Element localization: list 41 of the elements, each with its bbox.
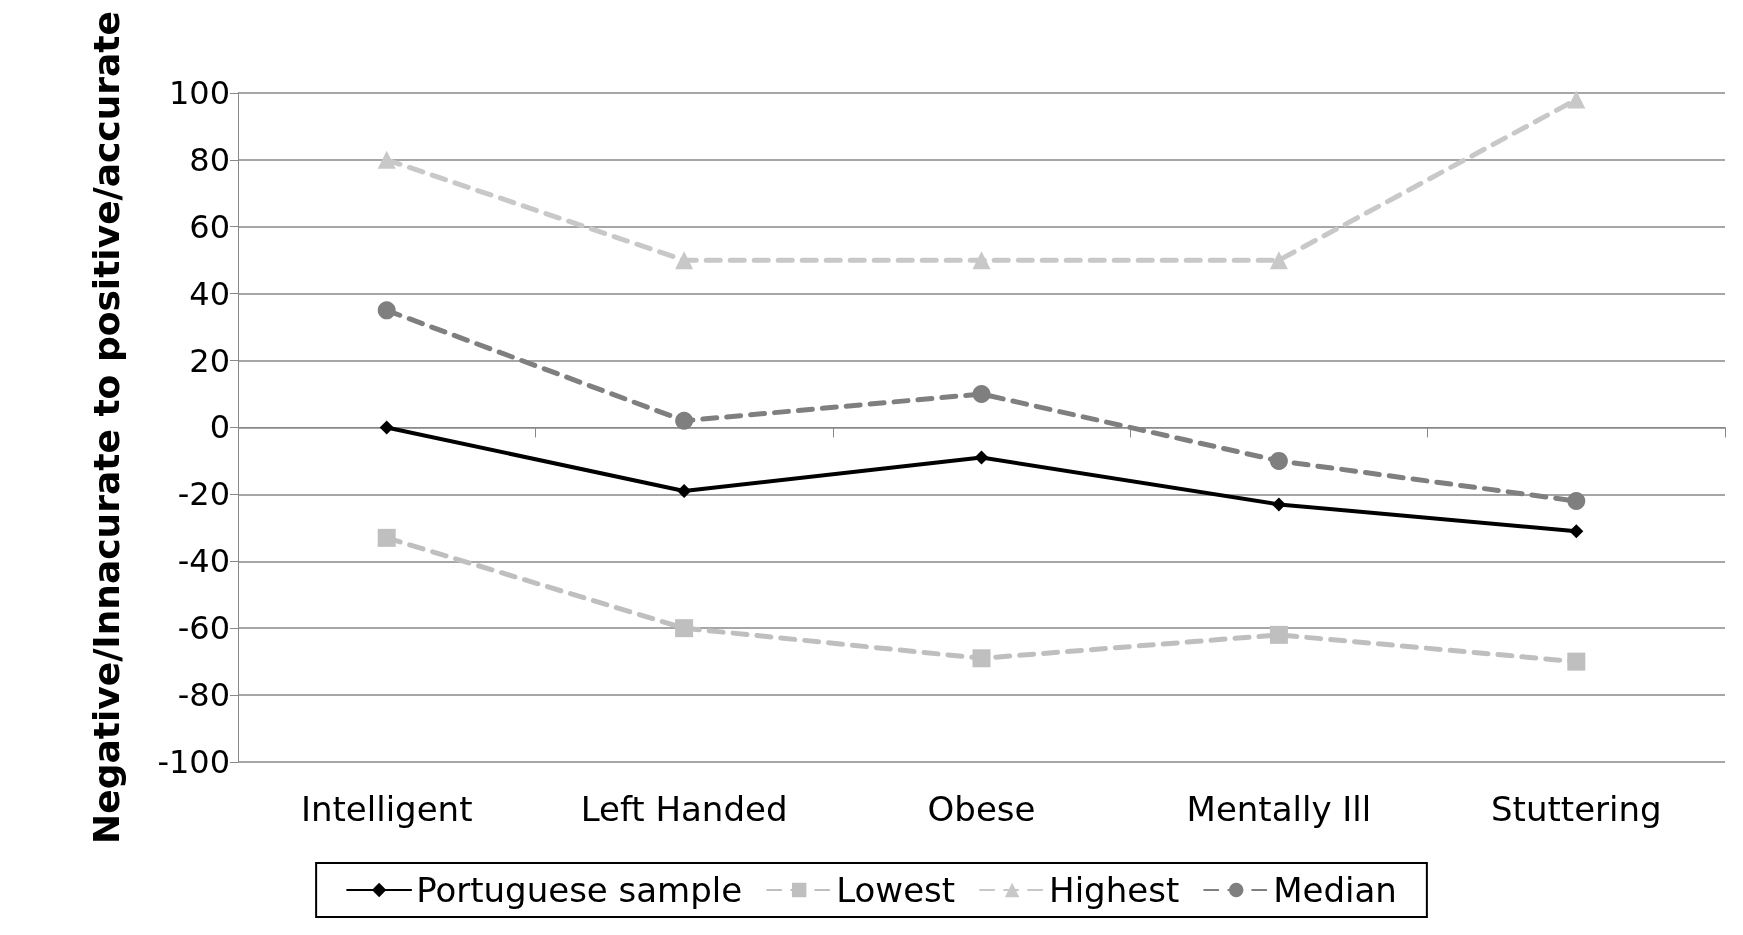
y-tick-label: 100 xyxy=(168,73,230,112)
point xyxy=(1271,497,1286,512)
point xyxy=(675,619,694,638)
y-tick-label: -80 xyxy=(177,676,230,715)
x-tick-label: Stuttering xyxy=(1491,789,1662,829)
point xyxy=(974,450,989,465)
point xyxy=(1269,451,1288,470)
point xyxy=(377,301,396,320)
y-tick-label: 60 xyxy=(189,207,230,246)
point xyxy=(377,528,396,547)
y-tick-label: 80 xyxy=(189,140,230,179)
point xyxy=(1567,90,1586,109)
legend-label: Lowest xyxy=(836,870,956,910)
point xyxy=(1567,652,1586,671)
legend-label: Highest xyxy=(1049,870,1180,910)
y-tick-label: 40 xyxy=(189,274,230,313)
legend-label: Median xyxy=(1273,870,1397,910)
y-tick-label: 20 xyxy=(189,341,230,380)
point xyxy=(1269,625,1288,644)
y-tick-label: -40 xyxy=(177,542,230,581)
point xyxy=(675,251,694,270)
point xyxy=(379,420,394,435)
x-tick-label: Intelligent xyxy=(300,789,473,829)
point xyxy=(972,251,991,270)
x-tick-label: Mentally Ill xyxy=(1186,789,1372,829)
point xyxy=(972,649,991,668)
x-tick-label: Obese xyxy=(927,789,1036,829)
y-axis-title: Negative/Innacurate to positive/accurate xyxy=(85,11,127,844)
point xyxy=(1569,524,1584,539)
legend-label: Portuguese sample xyxy=(416,870,743,910)
point xyxy=(1269,251,1288,270)
point xyxy=(1567,492,1586,511)
point xyxy=(677,484,692,499)
x-tick-label: Left Handed xyxy=(580,789,788,829)
y-tick-label: 0 xyxy=(209,408,230,447)
point xyxy=(972,385,991,403)
y-tick-label: -60 xyxy=(177,609,230,648)
point xyxy=(675,411,694,430)
y-tick-label: -100 xyxy=(157,743,230,781)
point xyxy=(377,150,396,169)
y-tick-label: -20 xyxy=(177,475,230,514)
